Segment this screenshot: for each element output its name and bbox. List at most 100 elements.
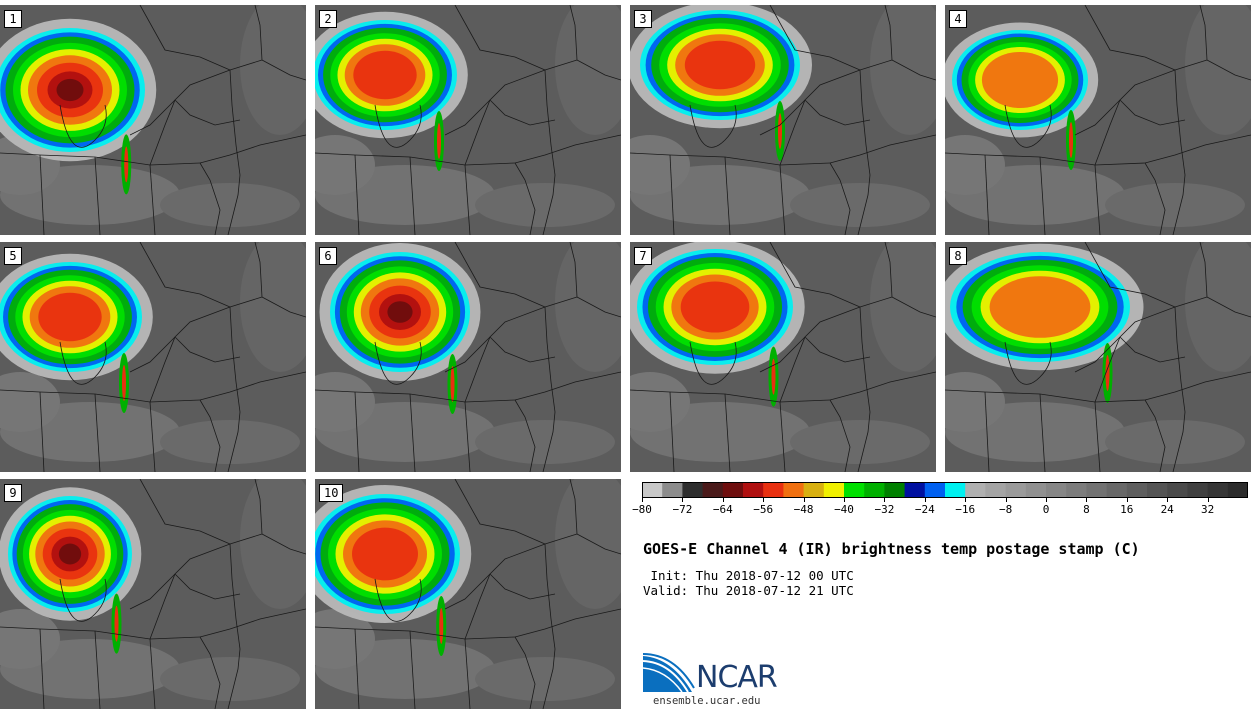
colorbar-tick-label: −32 [874,503,895,516]
colorbar-tick-mark [1046,498,1047,502]
storm-complex [315,11,468,171]
storm-complex [0,253,153,413]
colorbar-tick-label: 24 [1160,503,1174,516]
colorbar-tick-label: −8 [998,503,1013,516]
colorbar [642,482,1249,498]
colorbar-tick-mark [965,498,967,502]
colorbar-tick-mark [1086,498,1088,502]
colorbar-segment [1106,482,1128,498]
ir-satellite-map [0,479,306,709]
colorbar-tick-mark [884,498,886,502]
ir-satellite-map [945,242,1251,472]
colorbar-segment [1066,482,1087,498]
colorbar-tick-label: −56 [753,503,774,516]
colorbar-tick-label: −16 [955,503,976,516]
ensemble-member-panel-10: 10 [315,479,621,709]
storm-complex [945,22,1099,170]
colorbar-tick-label: −80 [632,503,652,516]
colorbar-tick-mark [1207,498,1209,502]
storm-complex [945,243,1144,403]
ir-satellite-map [0,242,306,472]
colorbar-tick-mark [722,498,724,502]
ensemble-member-panel-1: 1 [0,5,306,235]
ir-satellite-map [0,5,306,235]
colorbar-segment [642,482,663,498]
storm-complex [630,5,812,161]
colorbar-tick-mark [1005,498,1007,502]
colorbar-segment [1227,482,1249,498]
panel-number-label: 6 [319,247,337,265]
colorbar-tick-label: −48 [793,503,814,516]
panel-number-label: 1 [4,10,22,28]
panel-number-label: 5 [4,247,22,265]
ensemble-member-panel-3: 3 [630,5,936,235]
colorbar-segment [1046,482,1067,498]
colorbar-segment [1187,482,1209,498]
storm-complex [315,485,472,656]
storm-complex [319,243,481,414]
storm-complex [0,18,157,195]
panel-number-label: 9 [4,484,22,502]
panel-number-label: 2 [319,10,337,28]
colorbar-tick-label: −64 [712,503,733,516]
colorbar-segment [1005,482,1027,498]
colorbar-segment [844,482,865,498]
panel-number-label: 3 [634,10,652,28]
colorbar-tick-mark [1167,498,1169,502]
colorbar-segment [823,482,845,498]
colorbar-segment [1126,482,1148,498]
colorbar-segment [702,482,724,498]
colorbar-tick-label: 0 [1042,503,1050,516]
colorbar-tick-mark [803,498,805,502]
valid-time: Valid: Thu 2018-07-12 21 UTC [643,583,854,598]
colorbar-segment [763,482,784,498]
ir-satellite-map [315,242,621,472]
ir-satellite-map [630,242,936,472]
colorbar-segment [662,482,683,498]
colorbar-tick-mark [1126,498,1128,502]
panel-number-label: 4 [949,10,967,28]
colorbar-segment [965,482,986,498]
ensemble-member-panel-6: 6 [315,242,621,472]
colorbar-segment [985,482,1007,498]
colorbar-segment [803,482,825,498]
colorbar-segment [1086,482,1108,498]
colorbar-segment [1207,482,1229,498]
colorbar-tick-label: 32 [1200,503,1215,516]
ensemble-member-panel-4: 4 [945,5,1251,235]
colorbar-segment [904,482,926,498]
colorbar-segment [884,482,906,498]
colorbar-segment [743,482,764,498]
ir-satellite-map [315,479,621,709]
colorbar-segment [1167,482,1188,498]
colorbar-segment [783,482,805,498]
ir-satellite-map [945,5,1251,235]
ensemble-member-panel-9: 9 [0,479,306,709]
colorbar-segment [722,482,744,498]
colorbar-tick-label: −40 [834,503,854,516]
colorbar-tick-label: 8 [1083,503,1090,516]
panel-number-label: 8 [949,247,967,265]
colorbar-segment [682,482,704,498]
colorbar-tick-mark [924,498,926,502]
ncar-logo-text: NCAR [696,660,778,695]
colorbar-segment [924,482,946,498]
ensemble-member-panel-7: 7 [630,242,936,472]
colorbar-tick-label: −72 [672,503,693,516]
ensemble-member-panel-2: 2 [315,5,621,235]
colorbar-segment [1147,482,1168,498]
ir-satellite-map [315,5,621,235]
colorbar-tick-mark [844,498,845,502]
colorbar-segment [945,482,966,498]
colorbar-segment [1025,482,1047,498]
colorbar-tick-label: −24 [914,503,935,516]
panel-number-label: 10 [319,484,344,502]
ensemble-member-panel-5: 5 [0,242,306,472]
colorbar-tick-label: 16 [1120,503,1134,516]
figure-title: GOES-E Channel 4 (IR) brightness temp po… [643,540,1140,558]
colorbar-tick-mark [763,498,765,502]
ir-satellite-map [630,5,936,235]
colorbar-tick-mark [682,498,684,502]
ensemble-member-panel-8: 8 [945,242,1251,472]
panel-number-label: 7 [634,247,652,265]
